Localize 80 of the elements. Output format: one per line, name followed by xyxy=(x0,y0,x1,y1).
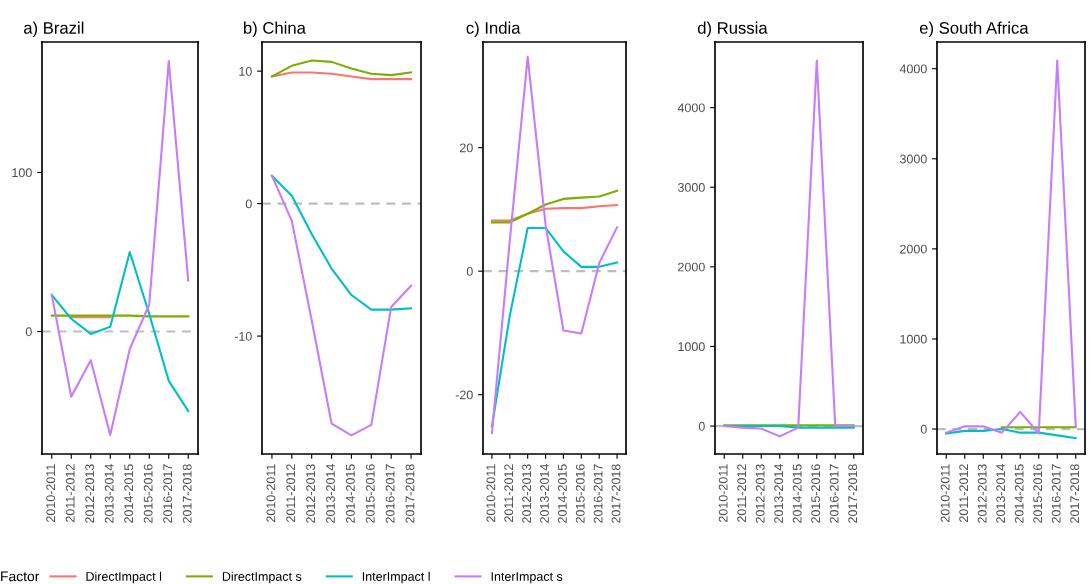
y-tick-label: 3000 xyxy=(677,183,705,192)
x-tick-label: 2014-2015 xyxy=(792,464,802,523)
y-tick-label: 3000 xyxy=(899,154,927,164)
line-series xyxy=(270,59,413,78)
line-series xyxy=(723,59,855,438)
line-series xyxy=(945,59,1077,435)
x-tick-label: 2012-2013 xyxy=(306,464,316,523)
x-tick-label: 2015-2016 xyxy=(575,464,585,523)
x-tick-label: 2014-2015 xyxy=(557,464,567,523)
x-tick-label: 2015-2016 xyxy=(811,464,821,523)
line-series xyxy=(50,60,190,436)
x-tick-label: 2011-2012 xyxy=(286,464,296,522)
y-tick-label: 1000 xyxy=(678,342,705,352)
y-tick-label: 2000 xyxy=(678,262,705,272)
y-tick-label: -10 xyxy=(234,331,252,341)
x-tick-label: 2014-2015 xyxy=(345,464,355,523)
x-tick-label: 2016-2017 xyxy=(829,464,839,523)
line-series xyxy=(490,226,619,428)
chart-title: b) China xyxy=(244,21,306,38)
x-tick-label: 2013-2014 xyxy=(996,464,1006,523)
x-tick-label: 2015-2016 xyxy=(365,464,375,523)
x-tick-label: 2016-2017 xyxy=(593,464,603,523)
legend-title: Factor xyxy=(1,571,40,582)
x-tick-label: 2015-2016 xyxy=(143,464,153,523)
x-tick-label: 2012-2013 xyxy=(85,464,95,523)
x-tick-label: 2010-2011 xyxy=(266,464,276,522)
line-series xyxy=(490,204,619,222)
x-tick-label: 2015-2016 xyxy=(1033,464,1043,523)
x-tick-label: 2011-2012 xyxy=(959,464,969,522)
x-tick-label: 2017-2018 xyxy=(848,464,858,523)
legend-label: DirectImpact l xyxy=(86,571,162,584)
line-series xyxy=(945,428,1077,440)
line-series xyxy=(270,174,413,437)
y-tick-label: 0 xyxy=(466,266,473,276)
legend-label: DirectImpact s xyxy=(222,571,302,584)
x-tick-label: 2017-2018 xyxy=(1070,464,1080,523)
chart-title: e) South Africa xyxy=(919,21,1029,38)
chart-title: a) Brazil xyxy=(23,21,84,38)
y-tick-label: 0 xyxy=(920,424,927,434)
x-tick-label: 2013-2014 xyxy=(326,464,335,523)
x-tick-label: 2014-2015 xyxy=(124,464,134,523)
x-tick-label: 2014-2015 xyxy=(1014,464,1024,523)
line-series xyxy=(270,174,413,311)
line-series xyxy=(50,250,190,413)
y-tick-label: 2000 xyxy=(900,244,927,254)
x-tick-label: 2011-2012 xyxy=(504,464,514,522)
y-tick-label: 0 xyxy=(698,421,705,431)
chart-title: c) India xyxy=(466,21,521,38)
x-tick-label: 2016-2017 xyxy=(1051,464,1061,523)
x-tick-label: 2013-2014 xyxy=(774,464,784,523)
x-tick-label: 2017-2018 xyxy=(182,464,192,523)
chart-title: d) Russia xyxy=(697,21,768,38)
x-tick-label: 2011-2012 xyxy=(65,464,75,522)
x-tick-label: 2010-2011 xyxy=(718,464,728,522)
x-tick-label: 2012-2013 xyxy=(977,464,987,523)
x-tick-label: 2016-2017 xyxy=(385,464,395,523)
y-tick-label: 100 xyxy=(12,168,32,178)
y-tick-label: 10 xyxy=(239,66,252,76)
x-tick-label: 2013-2014 xyxy=(540,464,549,523)
y-tick-label: 20 xyxy=(460,143,473,153)
x-tick-label: 2010-2011 xyxy=(486,464,496,522)
y-tick-label: 0 xyxy=(245,199,252,209)
x-tick-label: 2013-2014 xyxy=(104,464,114,523)
line-series xyxy=(490,55,619,435)
x-tick-label: 2012-2013 xyxy=(755,464,765,523)
legend-label: InterImpact l xyxy=(362,571,430,584)
legend-label: InterImpact s xyxy=(491,572,563,584)
y-tick-label: 0 xyxy=(25,327,32,337)
x-tick-label: 2010-2011 xyxy=(940,464,950,522)
y-tick-label: 4000 xyxy=(899,64,927,74)
x-tick-label: 2010-2011 xyxy=(46,464,56,522)
x-tick-label: 2017-2018 xyxy=(611,464,621,523)
y-tick-label: 1000 xyxy=(900,334,927,344)
x-tick-label: 2016-2017 xyxy=(163,464,173,523)
y-tick-label: 4000 xyxy=(677,103,705,113)
line-series xyxy=(490,189,619,224)
x-tick-label: 2017-2018 xyxy=(405,464,415,523)
y-tick-label: -20 xyxy=(455,390,473,400)
x-tick-label: 2011-2012 xyxy=(737,464,747,522)
x-tick-label: 2012-2013 xyxy=(522,464,532,523)
